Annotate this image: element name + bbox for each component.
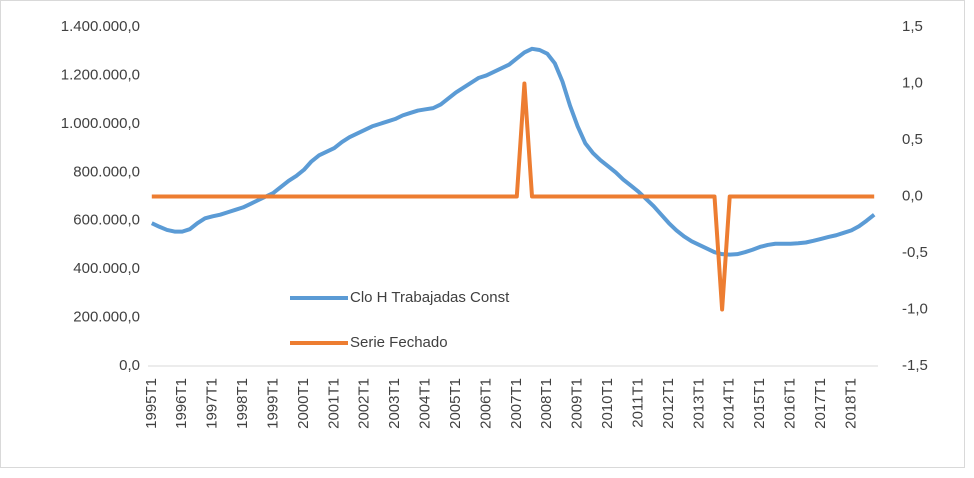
x-tick-label: 1997T1: [204, 378, 221, 429]
y-tick-label: 400.000,0: [73, 260, 140, 277]
x-tick-label: 2017T1: [812, 378, 829, 429]
y2-tick-label: -1,0: [902, 300, 928, 317]
y-tick-label: 200.000,0: [73, 309, 140, 326]
y-tick-label: 800.000,0: [73, 163, 140, 180]
y-tick-label: 1.000.000,0: [61, 115, 140, 132]
x-tick-label: 2003T1: [386, 378, 403, 429]
y-tick-label: 600.000,0: [73, 212, 140, 229]
x-tick-label: 1995T1: [143, 378, 160, 429]
x-tick-label: 2004T1: [417, 378, 434, 429]
x-tick-label: 2009T1: [569, 378, 586, 429]
x-tick-label: 1996T1: [173, 378, 190, 429]
x-tick-label: 1999T1: [264, 378, 281, 429]
x-tick-label: 2010T1: [599, 378, 616, 429]
x-tick-label: 2008T1: [538, 378, 555, 429]
series-line: [150, 46, 876, 257]
y2-tick-label: 0,0: [902, 187, 923, 204]
series-line: [151, 81, 875, 312]
x-tick-label: 2013T1: [690, 378, 707, 429]
x-tick-label: 2001T1: [325, 378, 342, 429]
x-tick-label: 2007T1: [508, 378, 525, 429]
y2-tick-label: 0,5: [902, 131, 923, 148]
x-tick-label: 2015T1: [751, 378, 768, 429]
y2-tick-label: 1,0: [902, 74, 923, 91]
x-tick-label: 2005T1: [447, 378, 464, 429]
x-tick-label: 2014T1: [721, 378, 738, 429]
legend-label: Serie Fechado: [350, 334, 448, 351]
x-tick-label: 2016T1: [782, 378, 799, 429]
y2-tick-label: -1,5: [902, 357, 928, 374]
x-tick-label: 2012T1: [660, 378, 677, 429]
y2-tick-label: -0,5: [902, 244, 928, 261]
x-tick-label: 2006T1: [477, 378, 494, 429]
x-tick-label: 2011T1: [629, 378, 646, 428]
y-tick-label: 1.400.000,0: [61, 18, 140, 35]
y-tick-label: 1.200.000,0: [61, 66, 140, 83]
x-tick-label: 2018T1: [842, 378, 859, 429]
x-tick-label: 2002T1: [356, 378, 373, 429]
y2-tick-label: 1,5: [902, 18, 923, 35]
y-tick-label: 0,0: [119, 357, 140, 374]
x-tick-label: 1998T1: [234, 378, 251, 429]
legend-label: Clo H Trabajadas Const: [350, 289, 510, 306]
x-tick-label: 2000T1: [295, 378, 312, 429]
